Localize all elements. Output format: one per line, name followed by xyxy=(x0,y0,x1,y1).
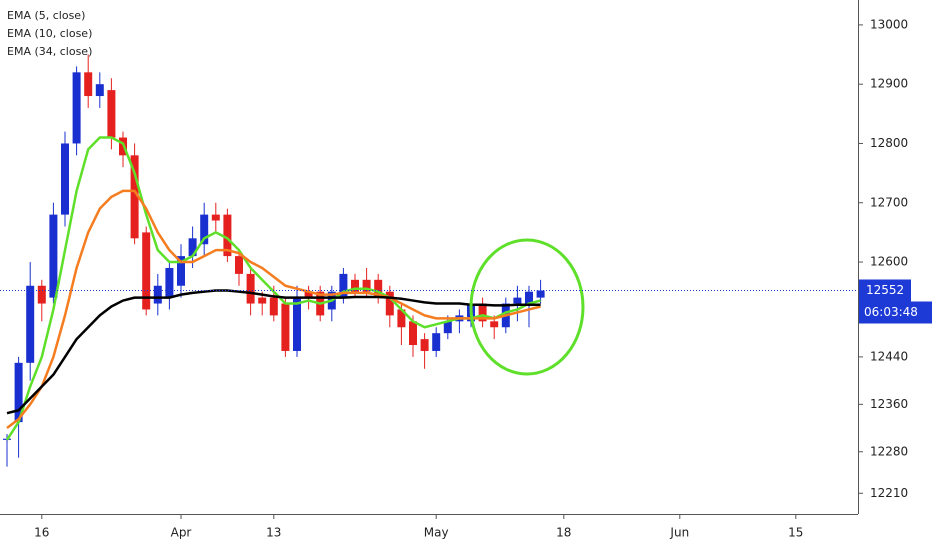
candle-body xyxy=(409,321,417,346)
candle-body xyxy=(258,297,267,304)
y-tick-label: 12210 xyxy=(870,486,908,500)
candle-body xyxy=(14,362,23,423)
candle-body xyxy=(200,214,209,245)
y-tick-label: 12600 xyxy=(870,255,908,269)
candle-body xyxy=(443,321,452,334)
legend-ema10: EMA (10, close) xyxy=(7,27,92,40)
candle-body xyxy=(513,297,522,304)
candle-body xyxy=(188,238,197,257)
candle-body xyxy=(490,321,499,328)
candle-body xyxy=(293,297,301,351)
candle-body xyxy=(72,72,81,144)
ema-line xyxy=(5,136,541,441)
candle-body xyxy=(142,232,151,310)
candle-body xyxy=(177,256,185,286)
y-tick-label: 12700 xyxy=(870,195,908,209)
candle-body xyxy=(246,273,255,304)
x-tick-label: 13 xyxy=(266,526,281,540)
x-tick-label: 16 xyxy=(34,526,49,540)
candle-body xyxy=(95,84,104,97)
y-tick-label: 12800 xyxy=(870,136,908,150)
candle-body xyxy=(107,90,116,138)
candle-body xyxy=(339,273,348,298)
x-tick-label: 15 xyxy=(788,526,803,540)
candle-body xyxy=(153,285,162,304)
y-tick-label: 12900 xyxy=(870,77,908,91)
y-tick-label: 12440 xyxy=(870,349,908,363)
candle-body xyxy=(61,143,69,215)
candle-body xyxy=(130,155,139,239)
x-tick-label: Jun xyxy=(669,526,689,540)
candle-body xyxy=(478,303,487,322)
y-tick-label: 12280 xyxy=(870,444,908,458)
last-price-label: 12552 xyxy=(866,283,904,297)
candle-body xyxy=(304,291,313,298)
candle-body xyxy=(37,285,46,304)
candle-body xyxy=(432,333,441,351)
candle-body xyxy=(26,285,35,363)
ema-line xyxy=(6,189,541,430)
last-price-box xyxy=(859,279,911,302)
legend-ema5: EMA (5, close) xyxy=(7,9,85,22)
candle-body xyxy=(362,279,371,292)
plot-area xyxy=(3,54,545,467)
candle-body xyxy=(165,267,174,298)
y-tick-label: 13000 xyxy=(870,17,908,31)
x-tick-label: Apr xyxy=(171,526,192,540)
highlight-circle xyxy=(469,238,585,376)
countdown-box xyxy=(859,301,932,324)
legend-ema34: EMA (34, close) xyxy=(7,45,92,58)
candle-body xyxy=(397,309,406,328)
candle-body xyxy=(235,256,243,274)
candle-body xyxy=(281,303,290,351)
countdown-label: 06:03:48 xyxy=(864,305,918,319)
candle-body xyxy=(525,291,533,304)
candle-body xyxy=(269,297,278,316)
candle-body xyxy=(84,72,93,97)
candle-body xyxy=(49,214,58,298)
candle-body xyxy=(223,214,232,257)
candle-body xyxy=(536,290,545,298)
ema-line xyxy=(6,289,541,415)
x-tick-label: May xyxy=(424,526,449,540)
candle-body xyxy=(374,279,383,298)
x-tick-label: 18 xyxy=(556,526,571,540)
candle-body xyxy=(211,214,220,221)
y-tick-label: 12360 xyxy=(870,397,908,411)
candle-body xyxy=(385,291,394,316)
candle-body xyxy=(351,279,359,292)
candle-body xyxy=(420,339,429,351)
